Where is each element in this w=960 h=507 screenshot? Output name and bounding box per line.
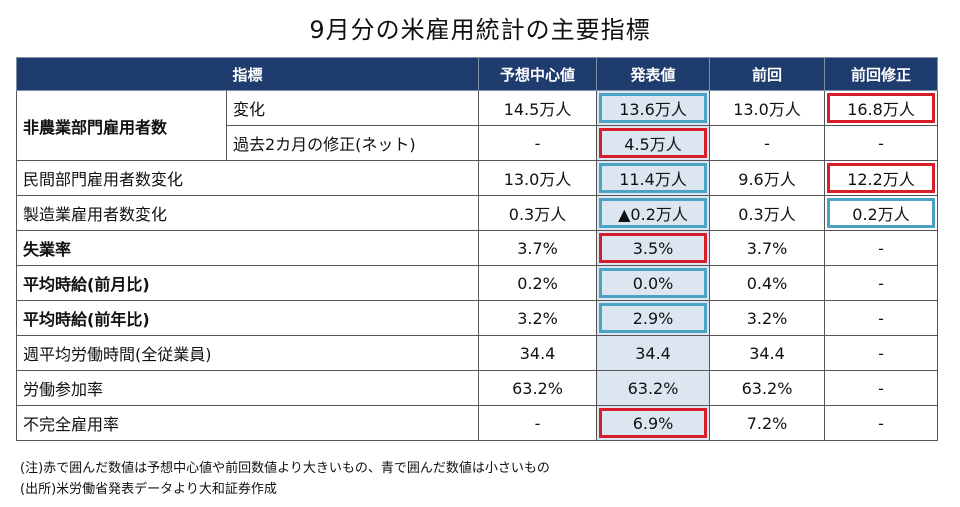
revised-cell: - (824, 230, 939, 266)
revised-cell: 16.8万人 (824, 90, 939, 126)
forecast-cell: 34.4 (478, 335, 598, 371)
previous-cell: - (709, 125, 826, 161)
previous-cell: 0.4% (709, 265, 826, 301)
row-label: 失業率 (15, 230, 480, 266)
previous-cell: 0.3万人 (709, 195, 826, 231)
revised-cell: - (824, 300, 939, 336)
footnotes: (注)赤で囲んだ数値は予想中心値や前回数値より大きいもの、青で囲んだ数値は小さい… (20, 458, 550, 500)
header-revised: 前回修正 (824, 57, 939, 91)
row-label: 平均時給(前年比) (15, 300, 480, 336)
header-actual: 発表値 (596, 57, 711, 91)
lower-value-box: 0.2万人 (827, 198, 936, 228)
higher-value-box: 16.8万人 (827, 93, 936, 123)
forecast-cell: 14.5万人 (478, 90, 598, 126)
row-label: 週平均労働時間(全従業員) (15, 335, 480, 371)
row-label: 民間部門雇用者数変化 (15, 160, 480, 196)
previous-cell: 3.2% (709, 300, 826, 336)
actual-cell: ▲0.2万人 (596, 195, 711, 231)
forecast-cell: 63.2% (478, 370, 598, 406)
note-line: (注)赤で囲んだ数値は予想中心値や前回数値より大きいもの、青で囲んだ数値は小さい… (20, 461, 550, 476)
table-row: 不完全雇用率 - 6.9% 7.2% - (15, 405, 939, 441)
lower-value-box: 13.6万人 (599, 93, 708, 123)
revised-cell: - (824, 125, 939, 161)
revised-cell: 12.2万人 (824, 160, 939, 196)
actual-cell: 4.5万人 (596, 125, 711, 161)
higher-value-box: 3.5% (599, 233, 708, 263)
row-label: 平均時給(前月比) (15, 265, 480, 301)
previous-cell: 63.2% (709, 370, 826, 406)
table-row: 失業率 3.7% 3.5% 3.7% - (15, 230, 939, 266)
actual-cell: 3.5% (596, 230, 711, 266)
revised-cell: - (824, 405, 939, 441)
forecast-cell: 3.2% (478, 300, 598, 336)
actual-cell: 6.9% (596, 405, 711, 441)
source-line: (出所)米労働省発表データより大和証券作成 (20, 482, 277, 497)
table-row: 平均時給(前年比) 3.2% 2.9% 3.2% - (15, 300, 939, 336)
lower-value-box: ▲0.2万人 (599, 198, 708, 228)
revised-cell: - (824, 370, 939, 406)
revised-cell: 0.2万人 (824, 195, 939, 231)
row-label: 製造業雇用者数変化 (15, 195, 480, 231)
table-row: 週平均労働時間(全従業員) 34.4 34.4 34.4 - (15, 335, 939, 371)
previous-cell: 3.7% (709, 230, 826, 266)
lower-value-box: 2.9% (599, 303, 708, 333)
forecast-cell: 3.7% (478, 230, 598, 266)
forecast-cell: 0.2% (478, 265, 598, 301)
page-title: 9月分の米雇用統計の主要指標 (309, 16, 651, 44)
table-row: 製造業雇用者数変化 0.3万人 ▲0.2万人 0.3万人 0.2万人 (15, 195, 939, 231)
previous-cell: 13.0万人 (709, 90, 826, 126)
row-group-label: 非農業部門雇用者数 (16, 90, 227, 161)
table-row: 過去2カ月の修正(ネット) - 4.5万人 - - (17, 125, 939, 161)
header-previous: 前回 (709, 57, 826, 91)
table-row: 平均時給(前月比) 0.2% 0.0% 0.4% - (15, 265, 939, 301)
row-label: 不完全雇用率 (15, 405, 480, 441)
forecast-cell: 13.0万人 (478, 160, 598, 196)
header-indicator: 指標 (15, 57, 480, 91)
previous-cell: 34.4 (709, 335, 826, 371)
row-label: 変化 (225, 90, 480, 126)
forecast-cell: - (478, 405, 598, 441)
table-row: 労働参加率 63.2% 63.2% 63.2% - (15, 370, 939, 406)
actual-cell: 11.4万人 (596, 160, 711, 196)
actual-cell: 34.4 (596, 335, 711, 371)
actual-cell: 2.9% (596, 300, 711, 336)
lower-value-box: 0.0% (599, 268, 708, 298)
header-forecast: 予想中心値 (478, 57, 598, 91)
row-label: 労働参加率 (15, 370, 480, 406)
indicators-table: 指標 予想中心値 発表値 前回 前回修正 非農業部門雇用者数 変化 14.5万人… (15, 57, 939, 441)
revised-cell: - (824, 335, 939, 371)
table-header-row: 指標 予想中心値 発表値 前回 前回修正 (15, 57, 939, 91)
actual-cell: 63.2% (596, 370, 711, 406)
actual-cell: 0.0% (596, 265, 711, 301)
previous-cell: 7.2% (709, 405, 826, 441)
table-row: 非農業部門雇用者数 変化 14.5万人 13.6万人 13.0万人 16.8万人 (16, 90, 939, 161)
previous-cell: 9.6万人 (709, 160, 826, 196)
row-label: 過去2カ月の修正(ネット) (225, 125, 480, 161)
actual-cell: 13.6万人 (596, 90, 711, 126)
higher-value-box: 6.9% (599, 408, 708, 438)
higher-value-box: 12.2万人 (827, 163, 936, 193)
table-row: 民間部門雇用者数変化 13.0万人 11.4万人 9.6万人 12.2万人 (15, 160, 939, 196)
forecast-cell: 0.3万人 (478, 195, 598, 231)
forecast-cell: - (478, 125, 598, 161)
lower-value-box: 11.4万人 (599, 163, 708, 193)
revised-cell: - (824, 265, 939, 301)
higher-value-box: 4.5万人 (599, 128, 708, 158)
